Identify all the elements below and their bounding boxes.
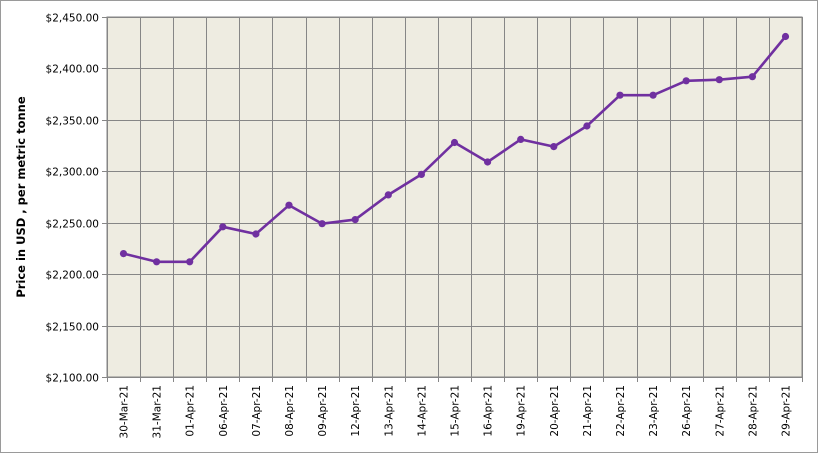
data-point (252, 230, 260, 238)
x-tick-label: 22-Apr-21 (615, 385, 627, 437)
x-tick-label: 09-Apr-21 (317, 385, 329, 437)
plot-border (106, 16, 803, 378)
data-point (616, 91, 624, 99)
data-point (649, 91, 657, 99)
x-tick-label: 06-Apr-21 (218, 385, 230, 437)
data-point (285, 201, 293, 209)
y-tick-label: $2,150.00 (46, 322, 99, 334)
data-point (153, 258, 161, 266)
data-point (484, 158, 492, 166)
y-tick-label: $2,350.00 (46, 116, 99, 128)
x-tick-label: 28-Apr-21 (747, 385, 759, 437)
x-tick-label: 26-Apr-21 (681, 385, 693, 437)
y-tick-label: $2,100.00 (46, 373, 99, 385)
x-tick-label: 01-Apr-21 (185, 385, 197, 437)
x-tick-label: 31-Mar-21 (152, 385, 164, 438)
x-tick-label: 16-Apr-21 (483, 385, 495, 437)
x-tick-label: 19-Apr-21 (516, 385, 528, 437)
data-point (517, 135, 525, 143)
data-point (384, 191, 392, 199)
data-point (318, 220, 326, 228)
x-tick-label: 15-Apr-21 (450, 385, 462, 437)
x-tick-label: 14-Apr-21 (416, 385, 428, 437)
data-point (450, 138, 459, 147)
data-point (682, 77, 690, 85)
series-group (119, 32, 790, 266)
data-point (715, 76, 723, 84)
x-tick-label: 30-Mar-21 (119, 385, 131, 438)
data-point (417, 170, 425, 178)
data-point (550, 143, 558, 151)
x-tick-label: 27-Apr-21 (714, 385, 726, 437)
data-point (219, 223, 227, 231)
x-axis-tick-labels: 30-Mar-21 31-Mar-21 01-Apr-21 06-Apr-21 07-A… (119, 385, 793, 438)
data-point (119, 250, 128, 258)
data-point (186, 258, 194, 266)
plot-area (107, 17, 802, 377)
y-tick-label: $2,450.00 (46, 13, 99, 25)
x-tick-label: 13-Apr-21 (383, 385, 395, 437)
data-point (781, 32, 790, 41)
data-point (351, 216, 359, 224)
y-tick-label: $2,200.00 (46, 270, 99, 282)
y-axis-tick-labels: $2,100.00 $2,150.00 $2,200.00 $2,250.00 $2,3… (46, 13, 99, 385)
y-tick-label: $2,250.00 (46, 219, 99, 231)
x-tick-label: 29-Apr-21 (780, 385, 792, 437)
data-point (748, 73, 757, 81)
y-axis-title: Price in USD , per metric tonne (14, 96, 28, 298)
x-tick-label: 20-Apr-21 (549, 385, 561, 437)
y-tick-label: $2,300.00 (46, 167, 99, 179)
x-tick-label: 21-Apr-21 (582, 385, 594, 437)
x-tick-label: 07-Apr-21 (251, 385, 263, 437)
x-tick-label: 08-Apr-21 (284, 385, 296, 437)
x-tick-label: 23-Apr-21 (648, 385, 660, 437)
data-point (583, 122, 591, 130)
x-tick-label: 12-Apr-21 (350, 385, 362, 437)
y-tick-label: $2,400.00 (46, 64, 99, 76)
